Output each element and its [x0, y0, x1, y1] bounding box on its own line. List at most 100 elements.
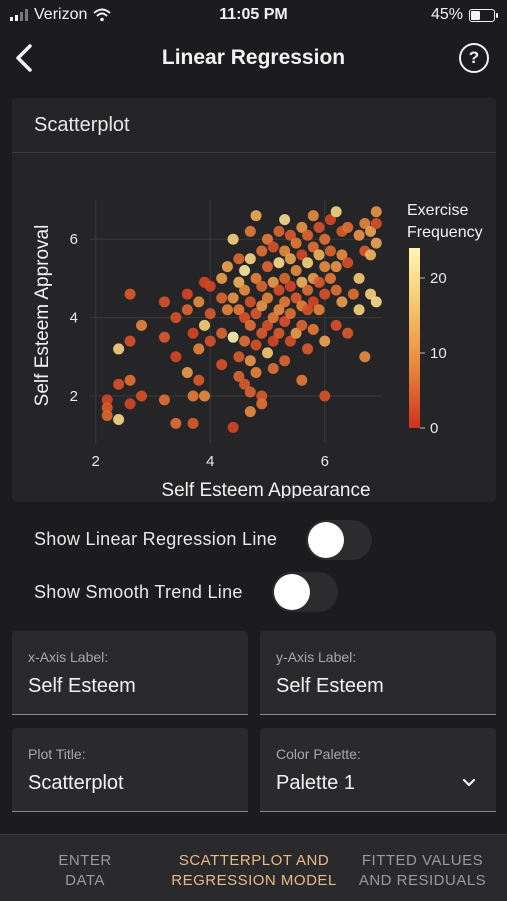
battery-percent: 45%: [430, 6, 463, 23]
scatter-point: [233, 253, 245, 265]
regression-toggle-label: Show Linear Regression Line: [34, 529, 278, 549]
colorbar-tick-label: 10: [430, 345, 447, 362]
scatter-point: [365, 249, 377, 261]
colorbar-title: Exercise: [407, 202, 468, 219]
scatter-point: [261, 233, 273, 245]
scatter-point: [136, 390, 148, 402]
scatter-point: [273, 284, 285, 296]
scatter-point: [204, 308, 216, 320]
scatter-point: [370, 218, 382, 230]
smooth-trend-toggle[interactable]: [272, 572, 338, 612]
scatter-point: [296, 221, 308, 233]
scatter-point: [319, 233, 331, 245]
tab-label-line: REGRESSION MODEL: [171, 872, 337, 889]
scatter-point: [324, 272, 336, 284]
scatter-point: [216, 359, 228, 371]
scatter-point: [347, 288, 359, 300]
scatter-point: [113, 413, 125, 425]
y-axis-label-field[interactable]: y-Axis Label: Self Esteem: [260, 631, 496, 715]
scatter-point: [227, 421, 239, 433]
scatter-point: [296, 249, 308, 261]
field-value[interactable]: Self Esteem: [28, 675, 136, 697]
scatter-point: [158, 394, 170, 406]
tab-label-line: DATA: [65, 872, 105, 889]
scatter-point: [124, 288, 136, 300]
scatter-point: [273, 257, 285, 269]
scatter-point: [261, 347, 273, 359]
scatter-point: [279, 355, 291, 367]
y-tick-label: 4: [70, 310, 78, 327]
scatter-point: [267, 312, 279, 324]
tab-label-line: AND RESIDUALS: [358, 872, 487, 889]
scatter-point: [244, 296, 256, 308]
scatter-point: [342, 257, 354, 269]
scatter-point: [307, 323, 319, 335]
scatter-point: [233, 351, 245, 363]
back-chevron-icon[interactable]: [8, 40, 44, 76]
status-left: Verizon: [10, 6, 112, 24]
scatter-point: [101, 394, 113, 406]
tab-label-line: FITTED VALUES: [361, 852, 484, 869]
regression-line-toggle[interactable]: [306, 520, 372, 560]
scatter-point: [170, 417, 182, 429]
scatter-point: [204, 335, 216, 347]
toggle-knob: [274, 574, 310, 610]
scatter-point: [101, 402, 113, 414]
scatter-point: [302, 257, 314, 269]
scatter-point: [370, 206, 382, 218]
scatter-point: [199, 390, 211, 402]
scatter-point: [187, 327, 199, 339]
chevron-down-icon[interactable]: [462, 776, 476, 790]
x-axis-label-field[interactable]: x-Axis Label: Self Esteem: [12, 631, 248, 715]
x-tick-label: 2: [92, 453, 100, 470]
scatter-point: [302, 304, 314, 316]
scatter-point: [244, 225, 256, 237]
colorbar-title: Frequency: [407, 224, 483, 241]
field-value: Palette 1: [276, 772, 355, 794]
scatter-point: [250, 339, 262, 351]
scatter-point: [250, 210, 262, 222]
scatter-point: [319, 390, 331, 402]
field-value[interactable]: Scatterplot: [28, 772, 124, 794]
scatter-point: [353, 272, 365, 284]
scatter-point: [279, 316, 291, 327]
scatter-point: [244, 386, 256, 398]
color-palette-select[interactable]: Color Palette: Palette 1: [260, 728, 496, 812]
tab-enter-data[interactable]: ENTER DATA: [30, 851, 140, 891]
help-icon[interactable]: ?: [459, 43, 489, 73]
field-label: Color Palette:: [276, 746, 361, 762]
scatter-point: [313, 221, 325, 233]
scatter-point: [296, 374, 308, 386]
scatter-point: [204, 280, 216, 292]
scatter-point: [279, 245, 291, 257]
scatter-point: [284, 335, 296, 347]
scatter-point: [336, 249, 348, 261]
scatter-point: [239, 312, 251, 324]
scatter-point: [158, 331, 170, 343]
scatter-point: [302, 284, 314, 296]
field-label: y-Axis Label:: [276, 649, 357, 665]
scatter-point: [273, 327, 285, 339]
scatter-point: [233, 304, 245, 316]
scatter-point: [290, 292, 302, 304]
tab-fitted-residuals[interactable]: FITTED VALUES AND RESIDUALS: [350, 851, 495, 891]
scatter-point: [101, 410, 113, 422]
scatter-point: [370, 296, 382, 308]
scatter-point: [113, 343, 125, 355]
plot-title-field[interactable]: Plot Title: Scatterplot: [12, 728, 248, 812]
scatter-point: [330, 206, 342, 218]
field-value[interactable]: Self Esteem: [276, 675, 384, 697]
scatter-point: [250, 272, 262, 284]
y-tick-label: 6: [70, 231, 78, 248]
field-label: Plot Title:: [28, 746, 86, 762]
scatter-point: [359, 351, 371, 363]
scatter-point: [267, 276, 279, 288]
colorbar: [409, 248, 420, 428]
tab-scatterplot-regression[interactable]: SCATTERPLOT AND REGRESSION MODEL: [164, 851, 344, 891]
y-axis-title: Self Esteem Approval: [32, 225, 53, 407]
scatter-point: [170, 312, 182, 324]
scatter-point: [307, 210, 319, 222]
scatter-point: [319, 261, 331, 273]
bottom-tab-bar: ENTER DATA SCATTERPLOT AND REGRESSION MO…: [0, 834, 507, 901]
scatter-point: [267, 335, 279, 347]
